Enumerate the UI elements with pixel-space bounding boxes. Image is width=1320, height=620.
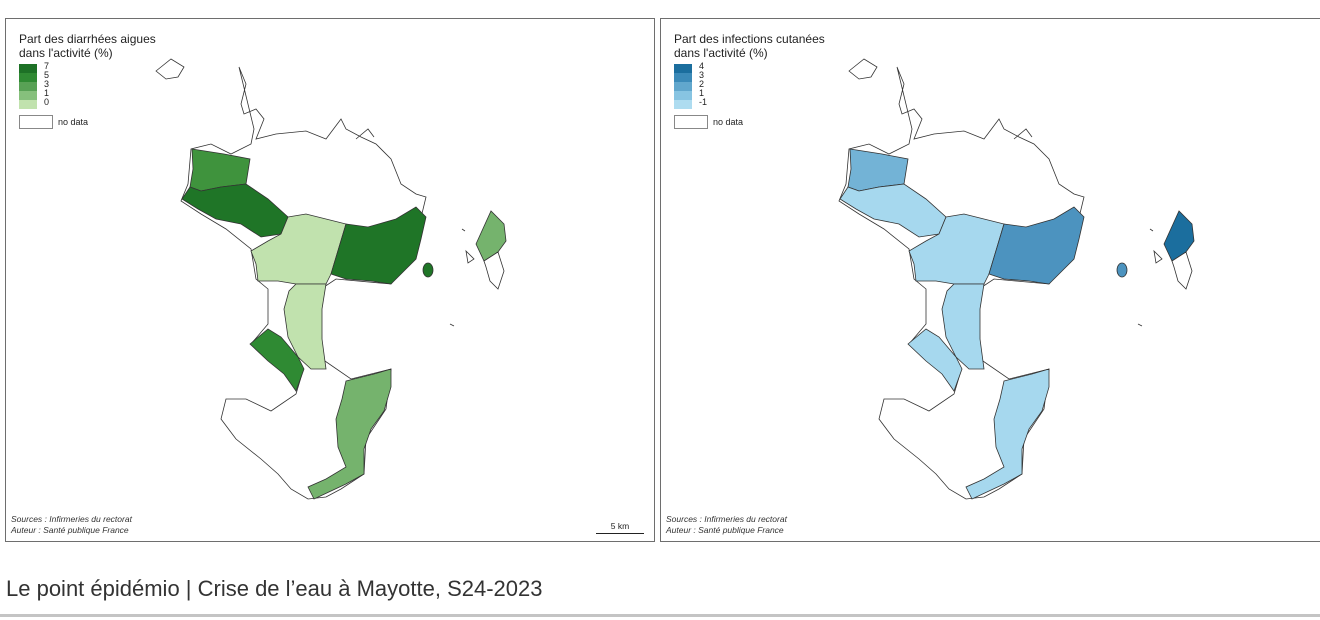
petite-terre-south	[483, 251, 505, 290]
legend-item: 1	[19, 88, 219, 100]
islet	[1116, 262, 1128, 278]
legend-value: 4	[699, 61, 705, 71]
legend-no-data: no data	[674, 115, 874, 129]
legend-value: 5	[44, 70, 50, 80]
legend-no-data-swatch	[674, 115, 708, 129]
legend-item: 7	[19, 61, 219, 73]
legend-title: Part des infections cutanées dans l'acti…	[674, 32, 874, 60]
islet	[422, 262, 434, 278]
author-line: Auteur : Santé publique France	[11, 525, 129, 535]
legend-swatch	[19, 91, 37, 100]
map-panel-skin-infections: Part des infections cutanées dans l'acti…	[660, 18, 1320, 542]
source-line: Sources : Infirmeries du rectorat	[11, 514, 132, 524]
legend-value: 7	[44, 61, 50, 71]
page-title: Le point épidémio | Crise de l’eau à May…	[6, 576, 543, 601]
region-west-south	[907, 328, 963, 392]
legend-title-line2: dans l'activité (%)	[19, 46, 113, 60]
legend-item: 2	[674, 79, 874, 91]
map-credits: Sources : Infirmeries du rectorat Auteur…	[666, 514, 787, 536]
legend-swatch	[674, 64, 692, 73]
map-credits: Sources : Infirmeries du rectorat Auteur…	[11, 514, 132, 536]
legend-item: 3	[674, 70, 874, 82]
legend-no-data: no data	[19, 115, 219, 129]
legend-value: 0	[44, 97, 50, 107]
legend-swatch	[19, 100, 37, 109]
legend-title-line2: dans l'activité (%)	[674, 46, 768, 60]
divider	[0, 614, 1320, 617]
legend-value: 1	[44, 88, 50, 98]
legend-no-data-swatch	[19, 115, 53, 129]
legend: Part des infections cutanées dans l'acti…	[674, 32, 874, 129]
legend-value: 3	[699, 70, 705, 80]
scale-line	[596, 533, 644, 534]
legend-item: 4	[674, 61, 874, 73]
region-east	[330, 206, 427, 285]
legend-item: 1	[674, 88, 874, 100]
legend-title-line1: Part des infections cutanées	[674, 32, 825, 46]
legend-swatch	[19, 73, 37, 82]
region-west-south	[249, 328, 305, 392]
legend-value: -1	[699, 97, 708, 107]
petite-terre-south	[1171, 251, 1193, 290]
legend-title-line1: Part des diarrhées aigues	[19, 32, 156, 46]
region-center-south	[283, 283, 327, 370]
region-petite-terre	[475, 210, 507, 262]
legend-no-data-label: no data	[58, 116, 89, 127]
mapping-islet-outline	[155, 58, 475, 327]
legend-swatch	[19, 82, 37, 91]
legend-item: -1	[674, 97, 874, 109]
legend-swatch	[674, 73, 692, 82]
region-center-south	[941, 283, 985, 370]
choropleth-map	[155, 58, 507, 500]
legend: Part des diarrhées aigues dans l'activit…	[19, 32, 219, 129]
legend-swatch	[19, 64, 37, 73]
author-line: Auteur : Santé publique France	[666, 525, 784, 535]
legend-value: 1	[699, 88, 705, 98]
region-east	[988, 206, 1085, 285]
scale-label: 5 km	[610, 521, 630, 531]
legend-item: 3	[19, 79, 219, 91]
map-panel-diarrhoea: Part des diarrhées aigues dans l'activit…	[5, 18, 655, 542]
legend-item: 5	[19, 70, 219, 82]
region-south-east	[965, 368, 1050, 500]
legend-item: 0	[19, 97, 219, 109]
region-south-east	[307, 368, 392, 500]
legend-title: Part des diarrhées aigues dans l'activit…	[19, 32, 219, 60]
legend-value: 3	[44, 79, 50, 89]
choropleth-map	[838, 58, 1195, 500]
legend-swatch	[674, 100, 692, 109]
scale-bar: 5 km	[596, 521, 644, 534]
source-line: Sources : Infirmeries du rectorat	[666, 514, 787, 524]
legend-no-data-label: no data	[713, 116, 744, 127]
mapping-islet-outline	[848, 58, 1163, 327]
region-petite-terre	[1163, 210, 1195, 262]
legend-swatch	[674, 82, 692, 91]
legend-value: 2	[699, 79, 705, 89]
legend-swatch	[674, 91, 692, 100]
